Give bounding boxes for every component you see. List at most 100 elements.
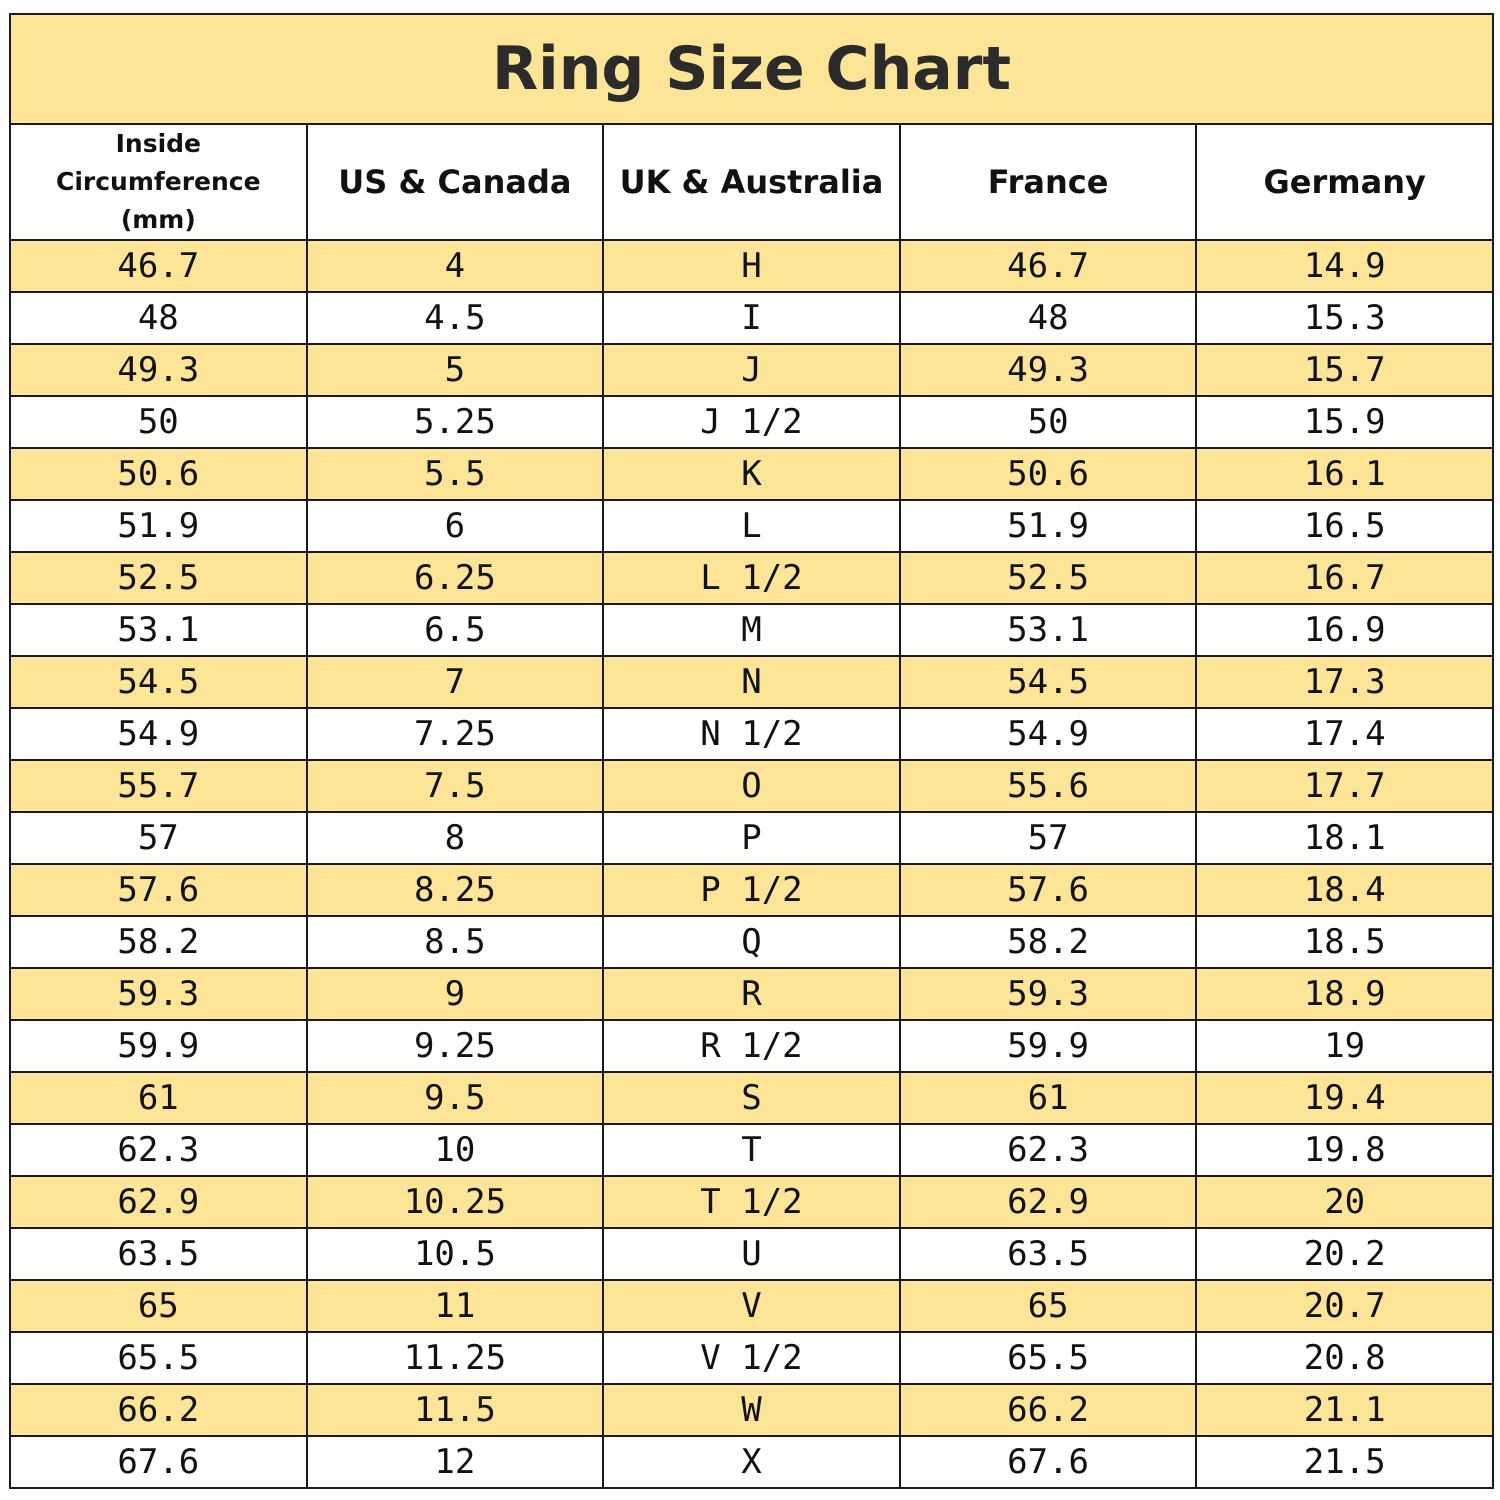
cell-uk-australia: T [602,1123,901,1177]
cell-us-canada: 8.25 [305,863,605,917]
cell-germany: 15.7 [1195,343,1494,397]
cell-us-canada: 7.25 [305,707,605,761]
cell-germany: 18.4 [1195,863,1494,917]
cell-france: 46.7 [898,239,1198,293]
cell-france: 57 [898,811,1198,865]
cell-us-canada: 6.5 [305,603,605,657]
cell-us-canada: 10 [305,1123,605,1177]
cell-germany: 20.8 [1195,1331,1494,1385]
cell-france: 63.5 [898,1227,1198,1281]
table-row: 65.5 11.25 V 1/2 65.5 20.8 [9,1331,1494,1385]
cell-france: 50 [898,395,1198,449]
cell-us-canada: 7 [305,655,605,709]
table-row: 66.2 11.5 W 66.2 21.1 [9,1383,1494,1437]
cell-us-canada: 7.5 [305,759,605,813]
cell-germany: 16.5 [1195,499,1494,553]
header-germany: Germany [1195,123,1494,241]
header-uk-australia: UK & Australia [602,123,901,241]
cell-france: 62.9 [898,1175,1198,1229]
cell-france: 58.2 [898,915,1198,969]
cell-uk-australia: J 1/2 [602,395,901,449]
header-france: France [898,123,1198,241]
cell-france: 53.1 [898,603,1198,657]
cell-circumference: 55.7 [9,759,308,813]
cell-circumference: 65.5 [9,1331,308,1385]
table-row: 54.9 7.25 N 1/2 54.9 17.4 [9,707,1494,761]
ring-size-table: Ring Size Chart Inside Circumference (mm… [9,13,1494,1489]
cell-us-canada: 10.25 [305,1175,605,1229]
cell-france: 65 [898,1279,1198,1333]
cell-us-canada: 9 [305,967,605,1021]
cell-uk-australia: P [602,811,901,865]
cell-germany: 18.9 [1195,967,1494,1021]
cell-circumference: 57 [9,811,308,865]
table-row: 59.9 9.25 R 1/2 59.9 19 [9,1019,1494,1073]
table-row: 50.6 5.5 K 50.6 16.1 [9,447,1494,501]
table-row: 58.2 8.5 Q 58.2 18.5 [9,915,1494,969]
cell-uk-australia: V 1/2 [602,1331,901,1385]
cell-us-canada: 11.5 [305,1383,605,1437]
cell-germany: 14.9 [1195,239,1494,293]
cell-germany: 18.1 [1195,811,1494,865]
table-row: 67.6 12 X 67.6 21.5 [9,1435,1494,1489]
cell-germany: 20 [1195,1175,1494,1229]
cell-france: 61 [898,1071,1198,1125]
table-row: 65 11 V 65 20.7 [9,1279,1494,1333]
cell-us-canada: 6.25 [305,551,605,605]
cell-us-canada: 8.5 [305,915,605,969]
cell-circumference: 52.5 [9,551,308,605]
cell-us-canada: 6 [305,499,605,553]
table-row: 51.9 6 L 51.9 16.5 [9,499,1494,553]
cell-circumference: 49.3 [9,343,308,397]
cell-us-canada: 5.25 [305,395,605,449]
cell-france: 51.9 [898,499,1198,553]
cell-circumference: 46.7 [9,239,308,293]
cell-uk-australia: M [602,603,901,657]
table-row: 55.7 7.5 O 55.6 17.7 [9,759,1494,813]
cell-france: 59.9 [898,1019,1198,1073]
cell-uk-australia: V [602,1279,901,1333]
cell-germany: 21.1 [1195,1383,1494,1437]
cell-germany: 15.3 [1195,291,1494,345]
cell-uk-australia: O [602,759,901,813]
cell-france: 67.6 [898,1435,1198,1489]
cell-us-canada: 10.5 [305,1227,605,1281]
cell-uk-australia: Q [602,915,901,969]
table-row: 61 9.5 S 61 19.4 [9,1071,1494,1125]
cell-france: 54.5 [898,655,1198,709]
table-row: 49.3 5 J 49.3 15.7 [9,343,1494,397]
cell-uk-australia: T 1/2 [602,1175,901,1229]
cell-us-canada: 9.5 [305,1071,605,1125]
cell-us-canada: 9.25 [305,1019,605,1073]
cell-us-canada: 11 [305,1279,605,1333]
cell-us-canada: 4.5 [305,291,605,345]
cell-circumference: 66.2 [9,1383,308,1437]
cell-circumference: 57.6 [9,863,308,917]
cell-uk-australia: N [602,655,901,709]
cell-uk-australia: L [602,499,901,553]
cell-uk-australia: P 1/2 [602,863,901,917]
cell-circumference: 50.6 [9,447,308,501]
table-body: 46.7 4 H 46.7 14.9 48 4.5 I 48 15.3 49.3 5 J 49.3 15.7… [9,239,1494,1489]
title-row: Ring Size Chart [9,13,1494,125]
cell-germany: 16.1 [1195,447,1494,501]
cell-us-canada: 5 [305,343,605,397]
cell-uk-australia: K [602,447,901,501]
table-row: 59.3 9 R 59.3 18.9 [9,967,1494,1021]
cell-circumference: 59.9 [9,1019,308,1073]
cell-circumference: 62.3 [9,1123,308,1177]
cell-uk-australia: R [602,967,901,1021]
cell-uk-australia: S [602,1071,901,1125]
cell-germany: 17.4 [1195,707,1494,761]
cell-germany: 19.4 [1195,1071,1494,1125]
cell-france: 48 [898,291,1198,345]
header-row: Inside Circumference (mm) US & Canada UK… [9,123,1494,241]
cell-uk-australia: L 1/2 [602,551,901,605]
cell-circumference: 50 [9,395,308,449]
cell-germany: 15.9 [1195,395,1494,449]
cell-uk-australia: X [602,1435,901,1489]
cell-germany: 16.9 [1195,603,1494,657]
cell-circumference: 51.9 [9,499,308,553]
cell-germany: 17.3 [1195,655,1494,709]
cell-france: 59.3 [898,967,1198,1021]
